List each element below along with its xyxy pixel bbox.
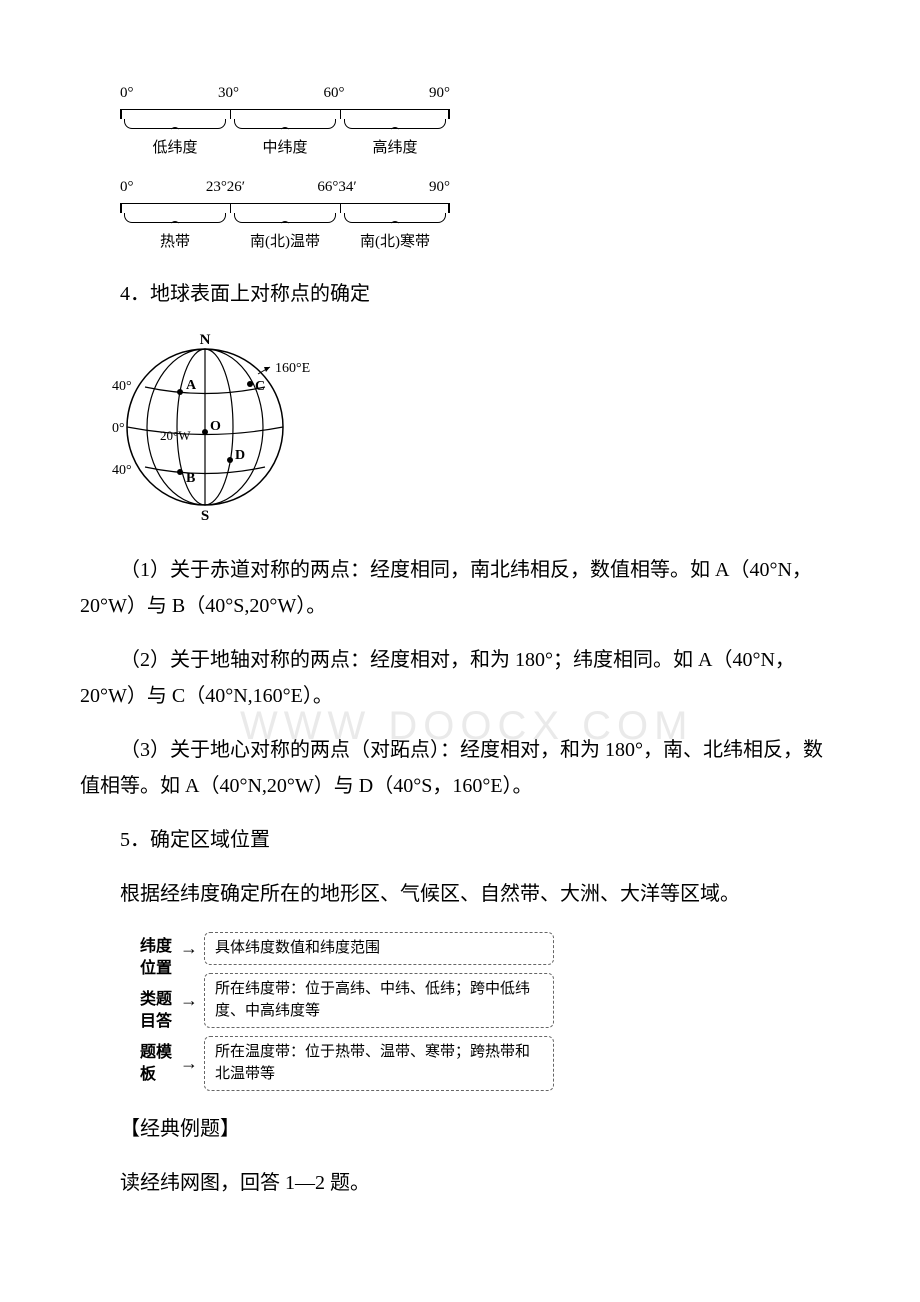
tick-mark [448, 203, 450, 213]
tick-mark [120, 203, 122, 213]
tick-mark [120, 109, 122, 119]
tick-mark [340, 109, 342, 119]
globe-40N: 40° [112, 379, 132, 394]
para-center-symmetric: （3）关于地心对称的两点（对跖点）：经度相对，和为 180°，南、北纬相反，数值… [80, 732, 840, 804]
globe-B: B [186, 471, 195, 486]
tick-mark [448, 109, 450, 119]
para-5-intro: 根据经纬度确定所在的地形区、气候区、自然带、大洲、大洋等区域。 [80, 876, 840, 912]
tick-90b: 90° [429, 174, 450, 201]
brace-low-lat: 低纬度 [120, 119, 230, 162]
example-intro: 读经纬网图，回答 1—2 题。 [80, 1165, 840, 1201]
tick-mark [230, 203, 232, 213]
globe-40S: 40° [112, 463, 132, 478]
globe-0: 0° [112, 421, 125, 436]
globe-20W: 20°W [160, 428, 191, 443]
globe-A: A [186, 378, 197, 393]
globe-N: N [200, 332, 211, 348]
globe-160E: 160°E [275, 361, 310, 376]
tick-0: 0° [120, 80, 134, 107]
brace-tropical: 热带 [120, 213, 230, 256]
brace-mid-lat: 中纬度 [230, 119, 340, 162]
arrow-icon: → [180, 984, 198, 1016]
dashed-box-2: 所在纬度带：位于高纬、中纬、低纬；跨中低纬度、中高纬度等 [204, 973, 554, 1028]
region-row-1: → 具体纬度数值和纬度范围 [180, 932, 840, 965]
region-row-3: → 所在温度带：位于热带、温带、寒带；跨热带和北温带等 [180, 1036, 840, 1091]
globe-C: C [255, 379, 265, 394]
tick-0b: 0° [120, 174, 134, 201]
para-axis-symmetric: （2）关于地轴对称的两点：经度相对，和为 180°；纬度相同。如 A（40°N，… [80, 642, 840, 714]
tick-90: 90° [429, 80, 450, 107]
latitude-band-diagram-1: 0° 30° 60° 90° 低纬度 中纬度 [120, 80, 840, 256]
tick-6634: 66°34′ [317, 174, 356, 201]
arrow-icon: → [180, 1047, 198, 1079]
region-determination-table: 纬度 位置 类题 目答 题模 板 → 具体纬度数值和纬度范围 → 所在纬度带：位… [140, 932, 840, 1091]
tick-60: 60° [324, 80, 345, 107]
arrow-icon: → [180, 932, 198, 964]
heading-4: 4．地球表面上对称点的确定 [80, 276, 840, 312]
temperature-zone-diagram: 0° 23°26′ 66°34′ 90° 热带 南(北)温带 [120, 174, 450, 256]
globe-S: S [201, 508, 209, 522]
globe-O: O [210, 419, 221, 434]
dashed-box-1: 具体纬度数值和纬度范围 [204, 932, 554, 965]
tick-2326: 23°26′ [206, 174, 245, 201]
brace-temperate: 南(北)温带 [230, 213, 340, 256]
para-equator-symmetric: （1）关于赤道对称的两点：经度相同，南北纬相反，数值相等。如 A（40°N，20… [80, 552, 840, 624]
region-left-column: 纬度 位置 类题 目答 题模 板 [140, 932, 172, 1091]
example-heading: 【经典例题】 [80, 1111, 840, 1147]
dashed-box-3: 所在温度带：位于热带、温带、寒带；跨热带和北温带等 [204, 1036, 554, 1091]
region-row-2: → 所在纬度带：位于高纬、中纬、低纬；跨中低纬度、中高纬度等 [180, 973, 840, 1028]
brace-frigid: 南(北)寒带 [340, 213, 450, 256]
tick-mark [230, 109, 232, 119]
globe-diagram: N S 160°E 40° 40° 0° 20°W A B C D O [110, 332, 840, 534]
brace-high-lat: 高纬度 [340, 119, 450, 162]
tick-30: 30° [218, 80, 239, 107]
globe-D: D [235, 448, 245, 463]
heading-5: 5．确定区域位置 [80, 822, 840, 858]
tick-mark [340, 203, 342, 213]
